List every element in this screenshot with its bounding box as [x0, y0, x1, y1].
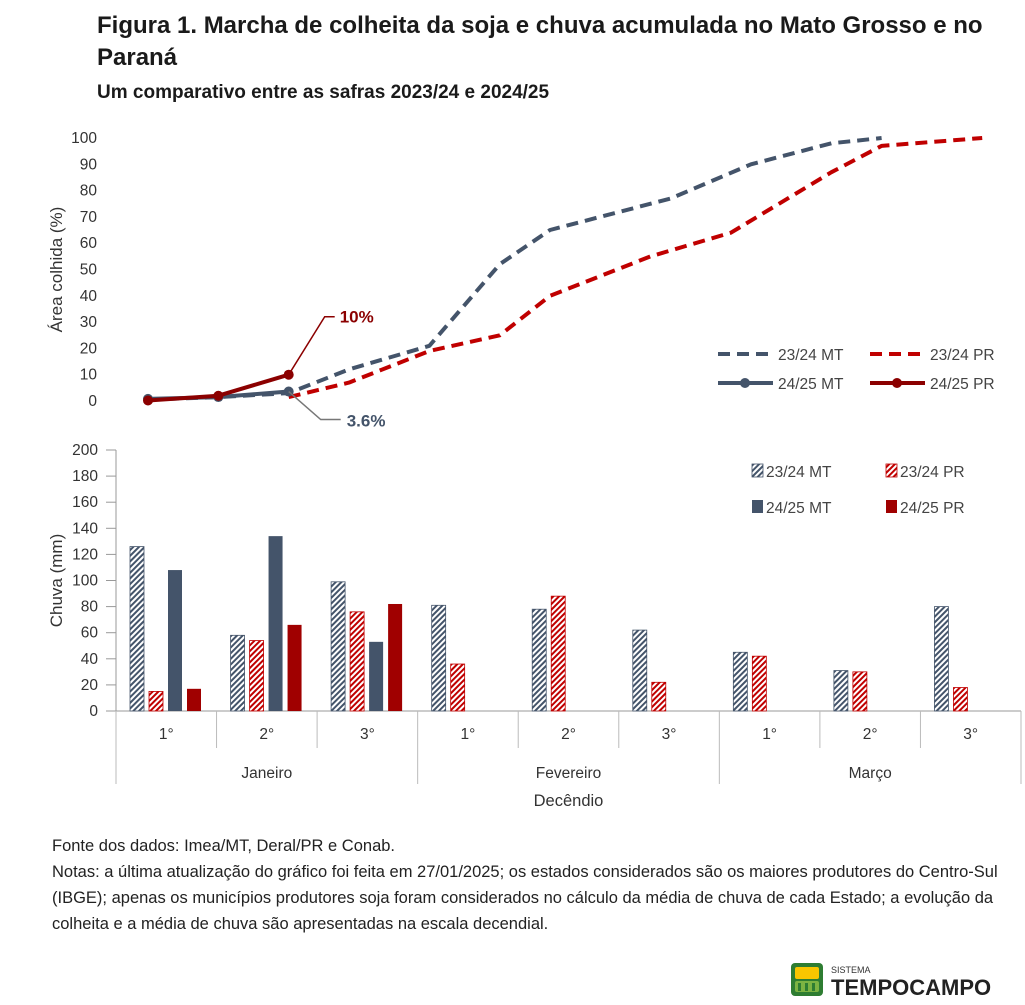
y-tick-label: 10: [80, 367, 98, 384]
x-tick-label: 2°: [561, 726, 576, 743]
y-tick-label: 80: [80, 183, 98, 200]
bar: [268, 536, 283, 711]
bar: [550, 595, 566, 712]
legend-label: 23/24 PR: [900, 464, 965, 481]
bar: [450, 663, 466, 712]
bar: [129, 546, 145, 712]
bar: [330, 581, 346, 712]
x-tick-label: 1°: [762, 726, 777, 743]
annotation-leader: [288, 315, 335, 376]
bar: [953, 687, 968, 712]
legend-label: 24/25 PR: [900, 500, 965, 517]
legend-label: 23/24 MT: [766, 464, 832, 481]
y-axis-label: Chuva (mm): [47, 534, 66, 628]
rainfall-bar-chart: 0 20 40 60 80 100 120 140 160 180 200 Chuva (mm) 1° 2…: [47, 442, 1022, 810]
y-tick-label: 80: [81, 599, 99, 616]
y-axis-label: Área colhida (%): [47, 207, 66, 333]
bar: [651, 681, 667, 712]
legend-marker: [740, 378, 750, 388]
bar: [369, 641, 384, 711]
notes-text: Notas: a última atualização do gráfico f…: [52, 863, 998, 933]
group-label: Fevereiro: [536, 765, 601, 782]
bar: [833, 670, 849, 712]
legend-swatch: [886, 500, 897, 513]
y-tick-label: 140: [72, 520, 98, 537]
bar: [148, 691, 164, 712]
y-tick-label: 20: [80, 340, 98, 357]
legend-label: 23/24 PR: [930, 347, 995, 364]
legend-label: 23/24 MT: [778, 347, 844, 364]
harvest-line-chart: 0 10 20 30 40 50 60 70 80 90 100 Área colhida (%) 10…: [47, 130, 995, 431]
x-tick-label: 2°: [863, 726, 878, 743]
y-tick-label: 100: [71, 130, 97, 147]
logo-small-text: SISTEMA: [831, 965, 871, 975]
y-tick-label: 50: [80, 262, 98, 279]
group-label: Janeiro: [241, 765, 292, 782]
bar: [349, 611, 365, 712]
x-tick-label: 1°: [461, 726, 476, 743]
chart-canvas: 0 10 20 30 40 50 60 70 80 90 100 Área colhida (%) 10…: [47, 130, 1022, 810]
legend-swatch: [751, 463, 764, 478]
bar: [531, 608, 547, 712]
bar: [732, 651, 748, 712]
bar: [852, 671, 868, 712]
data-point: [143, 395, 153, 406]
group-label: Março: [849, 765, 892, 782]
chart-title: Figura 1. Marcha de colheita da soja e c…: [97, 12, 983, 71]
y-tick-label: 30: [80, 314, 98, 331]
y-tick-label: 70: [80, 209, 98, 226]
bar: [751, 655, 767, 712]
legend-swatch: [752, 500, 763, 513]
bar: [187, 688, 201, 711]
legend-label: 24/25 PR: [930, 376, 995, 393]
bar: [168, 570, 182, 711]
x-tick-label: 3°: [963, 726, 978, 743]
annotation-label: 10%: [340, 308, 374, 327]
legend-label: 24/25 MT: [766, 500, 832, 517]
logo-brand-text: TEMPOCAMPO: [831, 975, 991, 1000]
annotation-leader: [288, 390, 341, 421]
y-tick-label: 40: [81, 651, 99, 668]
notes-block: Fonte dos dados: Imea/MT, Deral/PR e Con…: [52, 833, 1012, 937]
x-tick-label: 3°: [662, 726, 677, 743]
y-tick-label: 90: [80, 156, 98, 173]
bar: [431, 604, 447, 712]
y-tick-label: 60: [81, 625, 99, 642]
source-note: Fonte dos dados: Imea/MT, Deral/PR e Con…: [52, 837, 396, 855]
x-tick-label: 2°: [259, 726, 274, 743]
x-axis-label: Decêndio: [534, 792, 604, 810]
bar: [230, 634, 245, 712]
x-tick-label: 1°: [159, 726, 174, 743]
y-tick-label: 160: [72, 494, 98, 511]
x-tick-label: 3°: [360, 726, 375, 743]
y-tick-label: 200: [72, 442, 98, 459]
y-tick-label: 20: [81, 677, 99, 694]
series-line: [147, 136, 882, 402]
legend-swatch: [885, 463, 898, 478]
y-tick-label: 180: [72, 468, 98, 485]
y-tick-label: 0: [89, 703, 98, 720]
series-line: [288, 136, 983, 400]
y-tick-label: 40: [80, 288, 98, 305]
y-tick-label: 120: [72, 546, 98, 563]
y-tick-label: 60: [80, 235, 98, 252]
bar: [249, 640, 264, 712]
chart-subtitle: Um comparativo entre as safras 2023/24 e…: [97, 82, 550, 103]
bar: [388, 603, 403, 711]
tempocampo-logo-icon: SISTEMA TEMPOCAMPO: [791, 963, 991, 1000]
legend-marker: [892, 378, 902, 388]
y-tick-label: 0: [88, 393, 97, 410]
bar: [287, 624, 302, 711]
bar: [934, 606, 949, 712]
data-point: [213, 390, 224, 401]
y-tick-label: 100: [72, 573, 98, 590]
bar: [632, 629, 648, 712]
legend-label: 24/25 MT: [778, 376, 844, 393]
annotation-label: 3.6%: [347, 412, 386, 431]
logo: SISTEMA TEMPOCAMPO: [789, 960, 999, 1000]
